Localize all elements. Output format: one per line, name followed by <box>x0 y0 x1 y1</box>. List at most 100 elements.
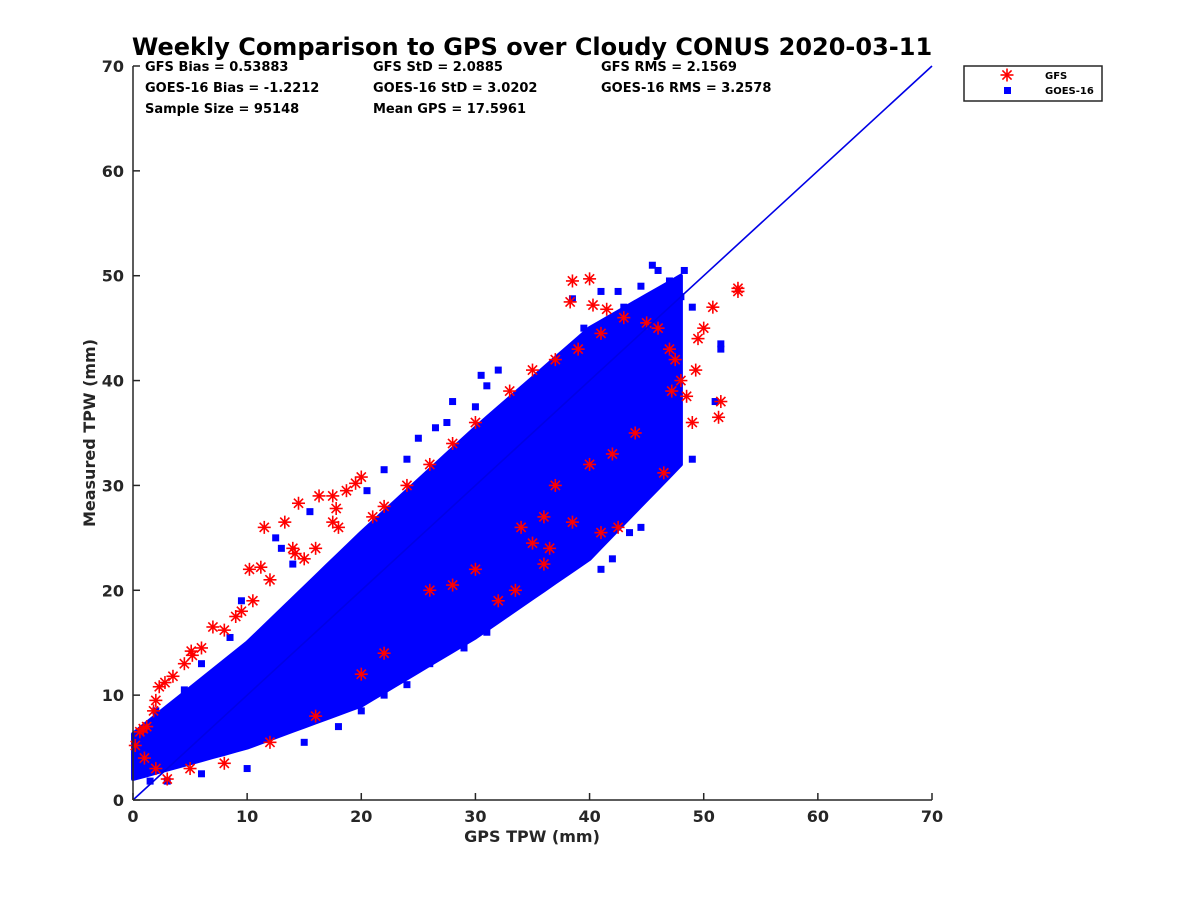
goes16-point <box>132 770 140 778</box>
legend-goes16-marker <box>1004 87 1011 94</box>
gfs-point <box>617 311 631 325</box>
gfs-point <box>503 384 517 398</box>
goes16-point <box>300 738 308 746</box>
chart-title: Weekly Comparison to GPS over Cloudy CON… <box>132 33 932 61</box>
goes16-point <box>540 481 548 489</box>
legend-gfs-marker <box>1000 68 1014 82</box>
goes16-point <box>146 777 154 785</box>
goes16-point <box>197 660 205 668</box>
goes16-point <box>334 723 342 731</box>
gfs-point <box>583 457 597 471</box>
gfs-point <box>594 326 608 340</box>
goes16-point <box>637 523 645 531</box>
goes16-point <box>580 324 588 332</box>
axes: 0 10 20 30 40 50 60 70 0 10 20 30 40 50 60 70 <box>102 57 943 826</box>
sample-size: Sample Size = 95148 <box>145 102 299 117</box>
gfs-std: GFS StD = 2.0885 <box>373 60 503 75</box>
stats-annotation: GFS Bias = 0.53883 GFS StD = 2.0885 GFS … <box>145 60 771 117</box>
gfs-points <box>128 272 745 786</box>
gfs-point <box>446 578 460 592</box>
gfs-point <box>548 478 562 492</box>
goes16-point <box>614 387 622 395</box>
gfs-point <box>714 395 728 409</box>
gfs-point <box>246 594 260 608</box>
y-tick-label: 0 <box>113 791 124 810</box>
gfs-point <box>377 646 391 660</box>
one-to-one-line <box>132 65 933 801</box>
goes16-point <box>471 403 479 411</box>
y-tick-label: 50 <box>102 267 124 286</box>
gfs-point <box>537 557 551 571</box>
goes16-point <box>226 633 234 641</box>
goes16-point <box>603 408 611 416</box>
goes16-point <box>272 534 280 542</box>
gfs-rms: GFS RMS = 2.1569 <box>601 60 737 75</box>
x-tick-label: 10 <box>236 807 258 826</box>
gfs-point <box>680 389 694 403</box>
gfs-point <box>312 489 326 503</box>
gfs-point <box>278 515 292 529</box>
gfs-point <box>366 510 380 524</box>
gfs-point <box>423 583 437 597</box>
gfs-point <box>526 363 539 377</box>
goes16-point <box>586 539 594 547</box>
gfs-point <box>377 499 391 513</box>
legend-box <box>963 65 1103 102</box>
mean-gps: Mean GPS = 17.5961 <box>373 102 526 117</box>
gfs-point <box>605 447 619 461</box>
goes16-point <box>380 466 388 474</box>
goes16-point <box>688 303 696 311</box>
x-tick-label: 60 <box>807 807 829 826</box>
gfs-point <box>292 496 306 510</box>
gfs-point <box>571 342 585 356</box>
gfs-point <box>206 620 220 634</box>
gfs-point <box>611 520 625 534</box>
gfs-point <box>339 484 353 498</box>
gfs-point <box>309 541 323 555</box>
gfs-point <box>491 594 505 608</box>
gfs-point <box>706 300 720 314</box>
goes16-point <box>466 633 474 641</box>
goes16-point <box>506 502 514 510</box>
goes16-point <box>597 287 605 295</box>
goes16-point <box>426 660 434 668</box>
gfs-point <box>183 762 197 776</box>
gfs-point <box>583 272 597 286</box>
goes16-point <box>717 340 725 348</box>
goes16-point <box>197 770 205 778</box>
gfs-point <box>697 321 711 335</box>
goes16-std: GOES-16 StD = 3.0202 <box>373 81 537 96</box>
y-tick-label: 20 <box>102 581 124 600</box>
x-ticks: 0 10 20 30 40 50 60 70 <box>127 793 943 826</box>
goes16-point <box>363 487 371 495</box>
x-axis-label: GPS TPW (mm) <box>464 827 600 846</box>
goes16-point <box>620 303 628 311</box>
gfs-point <box>297 552 311 566</box>
gfs-point <box>468 562 482 576</box>
goes16-point <box>460 644 468 652</box>
goes16-point <box>597 565 605 573</box>
gfs-point <box>147 704 161 718</box>
legend-goes16-label: GOES-16 <box>1045 86 1094 97</box>
gfs-point <box>731 284 745 298</box>
goes16-point <box>357 707 365 715</box>
y-tick-label: 70 <box>102 57 124 76</box>
goes16-point <box>717 345 725 353</box>
gfs-point <box>137 751 151 765</box>
goes16-point <box>643 481 651 489</box>
goes16-point <box>654 266 662 274</box>
goes16-point <box>431 424 439 432</box>
goes16-density-band <box>131 273 683 781</box>
gfs-point <box>140 720 154 734</box>
gfs-point <box>508 583 522 597</box>
goes16-point <box>688 455 696 463</box>
gfs-bias: GFS Bias = 0.53883 <box>145 60 288 75</box>
y-tick-label: 40 <box>102 372 124 391</box>
gfs-point <box>128 738 142 752</box>
gfs-point <box>651 321 665 335</box>
legend: GFS GOES-16 <box>963 65 1103 102</box>
gfs-point <box>685 416 699 430</box>
gfs-point <box>149 693 163 707</box>
goes16-point <box>680 266 688 274</box>
goes16-point <box>660 450 668 458</box>
